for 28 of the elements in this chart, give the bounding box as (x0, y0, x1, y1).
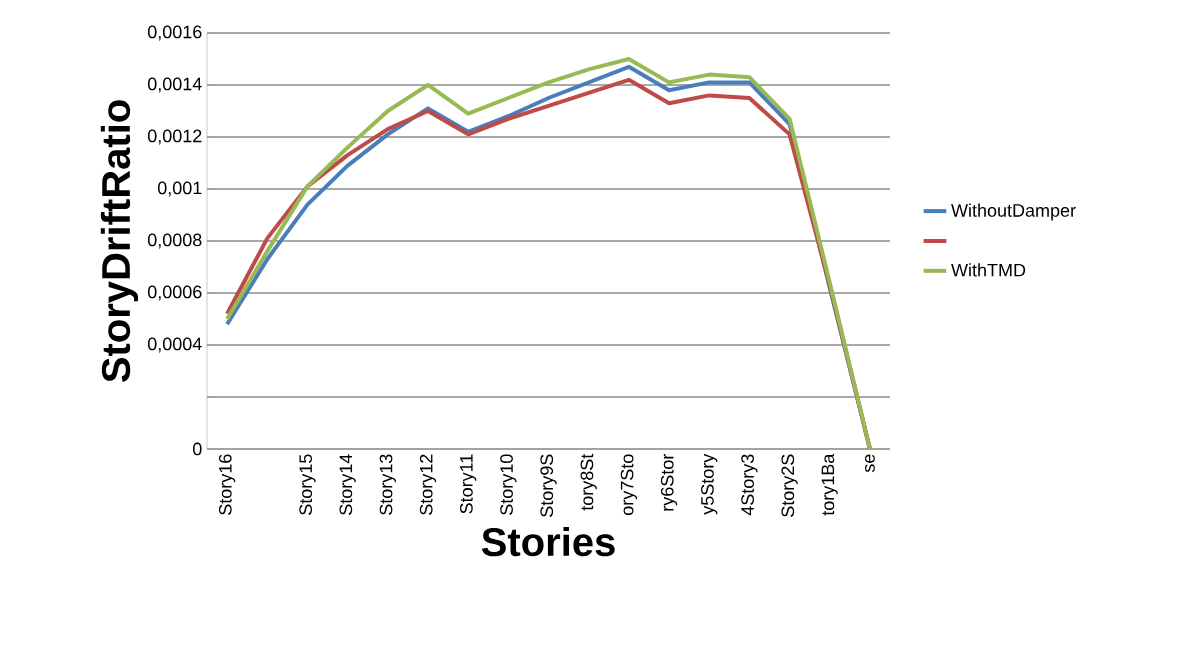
x-tick-label: 4Story3 (741, 454, 758, 516)
x-tick-label: se (864, 454, 875, 473)
x-tick-label: Story14 (339, 454, 356, 515)
x-tick-label: ry6Stor (660, 454, 678, 511)
x-tick-label: Story9S (540, 454, 557, 517)
x-tick-label: ory7Sto (620, 454, 638, 515)
legend-label: WithTMD (951, 263, 1026, 277)
x-tick-label: Story11 (460, 454, 477, 514)
x-axis-title: Stories (481, 526, 615, 557)
x-tick-label: Story16 (218, 454, 236, 515)
y-tick-label: 0,0012 (147, 129, 202, 145)
x-tick-label: tory8St (580, 453, 597, 511)
y-tick-label: 0,0008 (147, 233, 202, 249)
x-tick-label: y5Story (701, 453, 718, 515)
y-axis-title: StoryDriftRatio (100, 100, 139, 383)
x-tick-label: Story10 (500, 454, 517, 515)
y-tick-label: 0,0016 (147, 25, 202, 41)
y-tick-label: 0,001 (157, 181, 202, 197)
x-tick-label: Story13 (379, 454, 396, 515)
y-tick-label: 0,0004 (147, 337, 202, 353)
x-tick-label: Story15 (299, 454, 316, 515)
y-tick-label: 0 (193, 442, 202, 456)
x-tick-label: tory1Ba (821, 453, 838, 516)
y-tick-label: 0,0006 (147, 285, 202, 301)
legend-label: WithoutDamper (951, 203, 1076, 221)
y-tick-label: 0,0014 (147, 77, 202, 93)
x-tick-label: Story2S (781, 454, 798, 517)
x-tick-label: Story12 (419, 454, 437, 515)
